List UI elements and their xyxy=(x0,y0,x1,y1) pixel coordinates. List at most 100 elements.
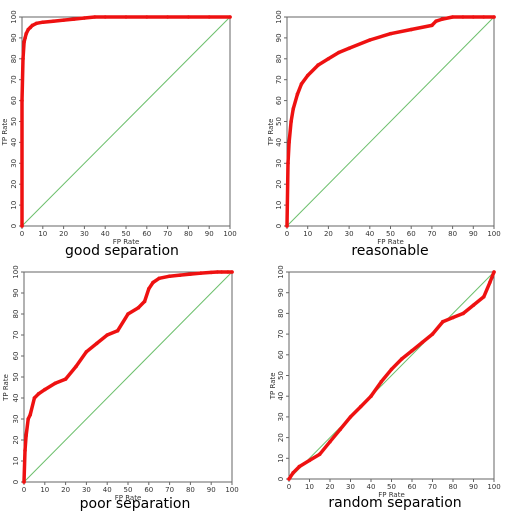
x-axis-label: FP Rate xyxy=(115,494,142,502)
roc-point xyxy=(328,439,332,444)
panel-caption: poor separation xyxy=(80,496,191,512)
roc-point xyxy=(287,140,291,145)
x-axis-label: FP Rate xyxy=(377,238,404,246)
x-tick-label: 100 xyxy=(487,230,500,238)
diagonal-line xyxy=(288,271,495,480)
x-tick-label: 50 xyxy=(122,230,131,238)
y-tick-label: 70 xyxy=(277,330,285,339)
x-tick-label: 40 xyxy=(367,483,376,491)
x-tick-label: 0 xyxy=(287,483,291,491)
x-tick-label: 80 xyxy=(186,486,195,494)
x-tick-label: 10 xyxy=(303,230,312,238)
roc-point xyxy=(492,15,496,19)
roc-panel-2: 0 10 20 30 40 50 60 70 80 90 100 0 10 20 30 40 50 60 70 80 9… xyxy=(267,10,501,246)
roc-panel-1: 0 10 20 30 40 50 60 70 80 90 100 0 10 20 30 40 50 60 70 80 9… xyxy=(1,10,237,246)
y-tick-label: 30 xyxy=(277,412,285,421)
x-tick-label: 100 xyxy=(225,486,238,494)
roc-point xyxy=(399,357,404,361)
roc-point xyxy=(461,15,465,19)
x-tick-label: 80 xyxy=(448,230,457,238)
roc-point xyxy=(440,319,445,324)
roc-point xyxy=(21,57,25,61)
y-tick-label: 30 xyxy=(275,159,283,168)
roc-point xyxy=(207,15,211,19)
x-tick-label: 60 xyxy=(407,230,416,238)
y-tick-label: 40 xyxy=(275,138,283,147)
x-axis-label: FP Rate xyxy=(113,238,140,246)
x-tick-label: 50 xyxy=(387,483,396,491)
x-tick-label: 90 xyxy=(469,230,478,238)
y-axis-label: TP Rate xyxy=(2,374,10,402)
roc-point xyxy=(105,333,109,337)
roc-point xyxy=(299,82,304,86)
roc-point xyxy=(336,50,341,55)
roc-point xyxy=(61,18,66,22)
roc-point xyxy=(20,98,24,103)
roc-point xyxy=(379,379,384,384)
roc-point xyxy=(219,270,224,274)
y-tick-label: 0 xyxy=(277,477,285,481)
x-tick-label: 30 xyxy=(345,230,354,238)
x-tick-label: 100 xyxy=(223,230,236,238)
x-tick-label: 30 xyxy=(82,486,91,494)
roc-point xyxy=(291,107,296,111)
panel-caption: random separation xyxy=(328,495,461,511)
y-tick-label: 90 xyxy=(275,33,283,42)
roc-point xyxy=(186,15,191,19)
y-tick-label: 20 xyxy=(10,180,18,189)
y-tick-label: 50 xyxy=(10,117,18,126)
x-tick-label: 10 xyxy=(38,230,47,238)
roc-point xyxy=(165,15,170,19)
roc-point xyxy=(32,396,37,400)
roc-point xyxy=(420,340,425,345)
roc-point xyxy=(297,464,302,469)
x-tick-label: 100 xyxy=(487,483,500,491)
y-tick-label: 60 xyxy=(10,96,18,105)
roc-point xyxy=(157,276,161,281)
roc-point xyxy=(389,367,394,372)
roc-point xyxy=(230,270,234,274)
x-tick-label: 0 xyxy=(22,486,26,494)
roc-point xyxy=(326,57,331,61)
x-tick-label: 60 xyxy=(144,486,153,494)
x-tick-label: 90 xyxy=(207,486,216,494)
roc-point xyxy=(95,341,99,346)
x-tick-label: 70 xyxy=(427,230,436,238)
roc-point xyxy=(41,20,45,25)
y-tick-label: 30 xyxy=(12,415,20,424)
y-tick-label: 0 xyxy=(10,224,18,228)
roc-point xyxy=(115,329,120,333)
roc-point xyxy=(20,224,24,228)
x-tick-label: 80 xyxy=(184,230,193,238)
y-tick-label: 40 xyxy=(10,138,18,147)
roc-point xyxy=(481,295,486,299)
roc-point xyxy=(471,303,476,307)
y-tick-label: 60 xyxy=(12,352,20,361)
y-tick-label: 90 xyxy=(10,33,18,42)
x-tick-label: 20 xyxy=(326,483,335,491)
x-tick-label: 10 xyxy=(305,483,314,491)
x-tick-label: 10 xyxy=(40,486,49,494)
x-tick-label: 30 xyxy=(80,230,89,238)
roc-point xyxy=(209,270,213,275)
x-tick-label: 20 xyxy=(59,230,68,238)
roc-point xyxy=(295,92,300,97)
roc-point xyxy=(461,311,466,316)
roc-point xyxy=(22,40,26,44)
y-axis-label: TP Rate xyxy=(269,372,277,400)
y-tick-label: 80 xyxy=(12,310,20,319)
y-tick-label: 20 xyxy=(12,436,20,445)
roc-point xyxy=(347,46,351,51)
roc-point xyxy=(471,15,476,19)
y-tick-label: 80 xyxy=(275,54,283,63)
roc-point xyxy=(22,480,26,484)
roc-point xyxy=(51,19,55,23)
roc-point xyxy=(53,381,57,386)
x-tick-label: 0 xyxy=(285,230,289,238)
y-tick-label: 70 xyxy=(10,75,18,84)
x-tick-label: 70 xyxy=(163,230,172,238)
roc-point xyxy=(93,15,97,19)
roc-point xyxy=(30,23,35,28)
y-tick-label: 20 xyxy=(277,433,285,442)
roc-point xyxy=(28,413,33,417)
